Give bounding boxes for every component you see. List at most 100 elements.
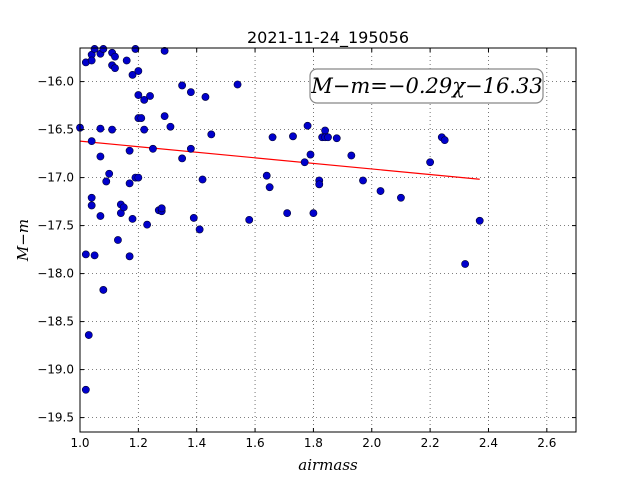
data-point [359,176,367,185]
data-point [87,201,96,210]
data-point [111,64,119,73]
x-tick-label: 2.6 [537,436,556,450]
data-point [262,171,271,180]
data-point [178,154,187,163]
data-point [81,385,90,394]
data-point [157,204,166,213]
y-tick-label: −17.5 [37,219,74,233]
data-point [397,193,405,202]
data-point [84,331,93,339]
x-tick-label: 1.6 [246,436,265,450]
data-point [90,251,99,260]
data-point [160,46,169,55]
data-point [96,124,105,133]
data-point [128,214,137,223]
data-point [140,125,149,134]
data-point [134,173,143,182]
x-tick-label: 1.2 [129,436,148,450]
y-tick-label: −18.5 [37,315,74,329]
annotation-text: M−m=−0.29χ−16.33 [310,74,542,98]
x-tick-labels: 1.0 1.2 1.4 1.6 1.8 2.0 2.2 2.4 2.6 [70,436,556,450]
ticks [79,48,576,432]
x-tick-label: 1.8 [304,436,323,450]
x-tick-label: 2.2 [421,436,440,450]
data-point [303,121,312,130]
data-point [245,215,254,224]
data-point [324,133,332,142]
y-tick-labels: −16.0 −16.5 −17.0 −17.5 −18.0 −18.5 −19.0 −19.5 [37,75,74,425]
x-tick-label: 1.4 [187,436,206,450]
data-point [140,95,149,104]
y-tick-label: −19.0 [37,363,74,377]
data-point [125,146,134,155]
data-point [160,112,169,121]
y-tick-label: −16.5 [37,123,74,137]
data-point [289,132,297,141]
data-point [332,134,341,143]
data-point [268,133,277,142]
data-point [207,130,216,139]
data-point [149,144,157,153]
data-point [134,91,143,99]
plot-frame [79,47,577,433]
data-point [461,260,470,268]
data-point [99,45,108,53]
y-tick-label: −16.0 [37,75,74,89]
data-point [186,144,195,153]
data-point [102,177,111,186]
data-point [125,252,134,261]
data-point [186,88,195,97]
data-point [125,179,134,188]
data-point [283,209,292,218]
data-point [111,52,119,61]
chart-title: 2021-11-24_195056 [247,28,409,48]
data-point [122,56,131,65]
data-point [376,187,385,195]
data-point [265,183,274,192]
data-point [105,169,114,178]
data-point [300,158,309,167]
data-point [108,125,116,134]
x-tick-label: 2.0 [362,436,381,450]
data-point [87,137,96,146]
y-tick-label: −17.0 [37,171,74,185]
data-point [146,92,154,100]
plot-area [80,48,576,432]
data-point [201,93,210,101]
data-point [128,70,137,79]
x-tick-label: 2.4 [479,436,498,450]
data-point [143,220,152,229]
data-point [81,250,90,259]
data-point [131,45,140,53]
data-point [195,225,204,234]
data-point [87,193,96,202]
fit-line [79,140,480,180]
data-point [96,212,105,220]
data-point [96,152,105,161]
data-point [114,236,122,244]
data-points [76,45,484,394]
fit-line-group [79,140,480,180]
data-point [87,56,96,65]
data-point [347,151,356,160]
fit-annotation: M−m=−0.29χ−16.33 [309,68,544,104]
data-point [306,150,315,159]
data-point [166,122,175,131]
x-axis-label: airmass [298,456,358,474]
data-point [426,158,435,167]
data-point [321,126,329,135]
data-point [134,67,143,75]
data-point [475,216,484,225]
data-point [178,81,187,90]
data-point [198,175,207,184]
data-point [309,209,318,218]
data-point [99,286,108,294]
x-tick-label: 1.0 [70,436,89,450]
data-point [315,180,324,189]
annotation-box [309,68,544,104]
data-point [189,214,198,222]
y-tick-label: −19.5 [37,411,74,425]
data-point [233,80,242,89]
y-axis-label: M−m [14,219,32,262]
